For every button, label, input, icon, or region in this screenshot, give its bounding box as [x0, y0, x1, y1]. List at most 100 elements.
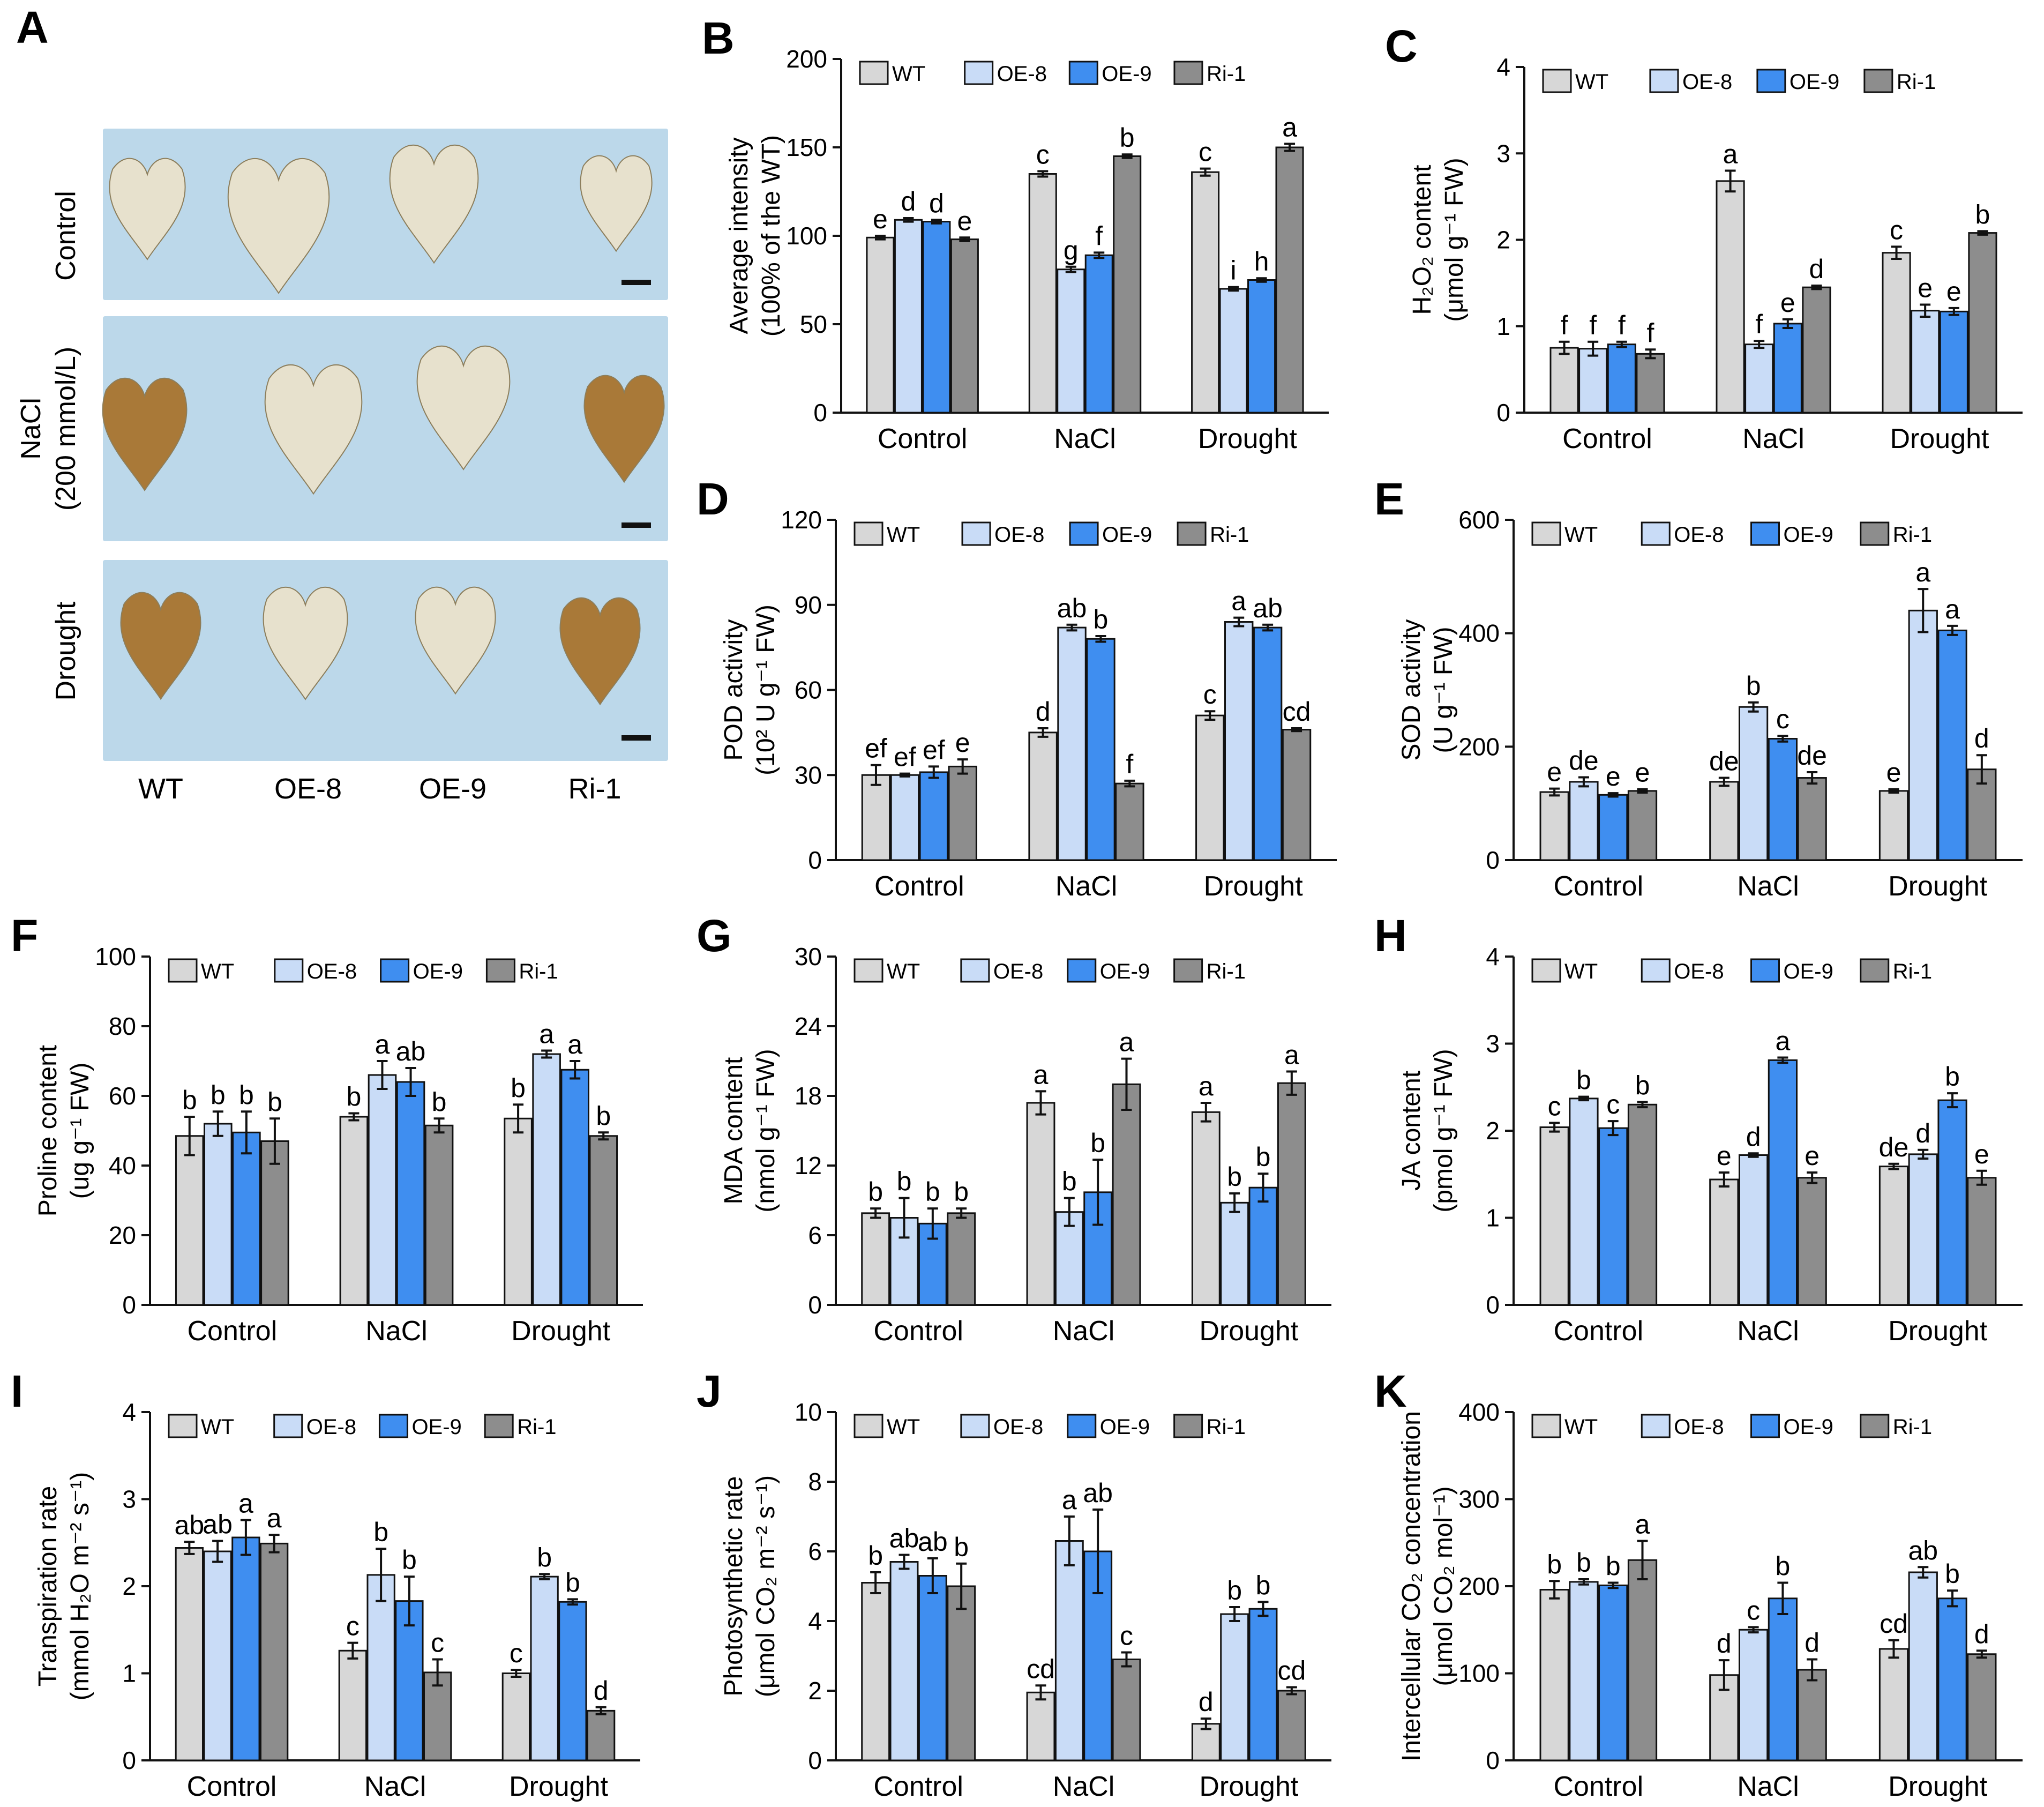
error-bar-oe-9-control: [931, 219, 942, 225]
leaf-control-oe9: [389, 144, 479, 264]
legend-swatch-wt: [1542, 69, 1572, 93]
panel-k-chart: K 0 100 200 300 400 Intercellular CO₂ concentr…: [1374, 1366, 2023, 1802]
legend-label-wt: WT: [887, 1415, 920, 1439]
significance-letter-oe-9-control: b: [1606, 1551, 1621, 1581]
significance-letter-oe-8-drought: b: [1227, 1162, 1242, 1192]
error-bar-wt-nacl: [348, 1112, 360, 1122]
error-bar-wt-nacl: [1035, 1090, 1046, 1116]
legend-swatch-oe-8: [964, 61, 994, 85]
error-bar-oe-8-control: [899, 772, 910, 778]
error-bar-oe-9-nacl: [403, 1575, 415, 1627]
error-bar-oe-9-control: [928, 765, 939, 779]
error-bar-oe-9-nacl: [1777, 1056, 1788, 1064]
legend-swatch-wt: [859, 61, 889, 85]
y-tick-label: 4: [122, 1398, 136, 1426]
error-bar-ri-1-nacl: [1807, 1171, 1818, 1184]
scale-bar-drought: [622, 735, 651, 741]
significance-letter-wt-drought: de: [1879, 1132, 1909, 1162]
error-bar-wt-drought: [1200, 167, 1211, 177]
bar-oe-8-control: [1569, 1581, 1599, 1761]
y-axis-unit-label: (μmol g⁻¹ FW): [1440, 158, 1469, 322]
significance-letter-oe-9-control: b: [239, 1080, 254, 1110]
legend-label-ri-1: Ri-1: [1207, 1415, 1246, 1439]
legend-label-ri-1: Ri-1: [1207, 62, 1246, 86]
significance-letter-oe-9-drought: a: [567, 1029, 582, 1059]
y-tick-label: 200: [1458, 733, 1500, 760]
significance-letter-oe-9-nacl: f: [1095, 221, 1103, 251]
significance-letter-oe-9-control: d: [929, 188, 944, 218]
error-bar-wt-control: [1549, 1580, 1560, 1600]
bar-oe-8-control: [203, 1550, 232, 1761]
bar-oe-9-nacl: [1086, 638, 1115, 861]
significance-letter-ri-1-nacl: c: [1120, 1621, 1133, 1651]
legend: WT OE-8 OE-9 Ri-1: [168, 958, 558, 983]
significance-letter-ri-1-nacl: de: [1797, 741, 1827, 771]
legend-label-oe-9: OE-9: [1102, 62, 1151, 86]
legend: WT OE-8 OE-9 Ri-1: [1531, 1414, 1932, 1439]
panel-f-chart: F 0 20 40 60 80 100 Proline content (ug g⁻¹ FW) C…: [11, 910, 643, 1347]
bar-wt-control: [1539, 1126, 1569, 1306]
significance-letter-wt-nacl: a: [1034, 1059, 1049, 1089]
error-bar-oe-9-control: [1607, 1120, 1619, 1137]
y-tick-label: 100: [786, 222, 827, 250]
bar-wt-control: [866, 236, 895, 414]
significance-letter-ri-1-drought: a: [1282, 112, 1297, 142]
bar-ri-1-control: [947, 1212, 976, 1306]
bar-ri-1-control: [1627, 790, 1658, 861]
leaf-drought-wt: [120, 592, 201, 700]
legend-label-oe-9: OE-9: [1790, 70, 1839, 94]
significance-letter-oe-9-drought: b: [1945, 1559, 1960, 1589]
error-bar-oe-8-drought: [1229, 1192, 1240, 1213]
significance-letter-wt-drought: e: [1886, 758, 1901, 788]
bar-wt-nacl: [1026, 1102, 1055, 1306]
bar-oe-8-drought: [1911, 310, 1940, 414]
significance-letter-oe-9-control: a: [238, 1489, 253, 1519]
significance-letter-oe-9-control: e: [1606, 761, 1621, 792]
error-bar-oe-9-nacl: [1092, 1509, 1104, 1594]
bar-wt-control: [1549, 347, 1579, 414]
significance-letter-wt-drought: c: [1199, 137, 1212, 167]
legend: WT OE-8 OE-9 Ri-1: [1531, 521, 1932, 547]
legend-swatch-oe-9: [380, 958, 410, 983]
legend-label-ri-1: Ri-1: [1210, 523, 1249, 547]
error-bar-oe-9-nacl: [1777, 735, 1788, 743]
error-bar-oe-8-nacl: [1748, 701, 1759, 713]
legend: WT OE-8 OE-9 Ri-1: [168, 1414, 557, 1439]
significance-letter-wt-control: b: [1547, 1549, 1562, 1579]
significance-letter-ri-1-control: f: [1646, 318, 1654, 348]
error-bar-oe-9-drought: [1257, 1601, 1269, 1617]
bar-ri-1-drought: [586, 1709, 616, 1761]
bar-oe-8-drought: [1224, 621, 1254, 861]
error-bar-ri-1-nacl: [1811, 284, 1822, 290]
significance-letter-oe-8-drought: b: [1227, 1575, 1242, 1606]
error-bar-wt-control: [870, 764, 881, 786]
bar-wt-drought: [1878, 1166, 1909, 1306]
bar-wt-drought: [1195, 714, 1225, 861]
bar-oe-8-nacl: [1744, 344, 1774, 414]
error-bar-oe-9-control: [1607, 792, 1619, 798]
error-bar-wt-nacl: [1037, 727, 1049, 738]
leaf-control-oe8: [227, 158, 330, 294]
legend-swatch-ri-1: [1177, 521, 1207, 546]
bar-oe-9-drought: [1253, 626, 1283, 861]
error-bar-wt-control: [1549, 787, 1560, 797]
significance-letter-wt-nacl: e: [1717, 1141, 1732, 1171]
y-tick-label: 30: [795, 943, 822, 970]
bar-oe-8-drought: [1219, 288, 1248, 414]
bar-oe-9-nacl: [1768, 1597, 1798, 1761]
error-bar-oe-9-drought: [567, 1598, 578, 1606]
leaf-control-ri1: [580, 155, 653, 252]
error-bar-oe-8-drought: [1918, 1148, 1929, 1160]
y-tick-label: 0: [808, 846, 822, 874]
leaf-drought-oe8: [263, 586, 348, 700]
significance-letter-ri-1-nacl: a: [1119, 1027, 1134, 1057]
error-bar-ri-1-drought: [595, 1706, 607, 1715]
bar-oe-8-nacl: [1054, 1211, 1084, 1306]
error-bar-oe-9-drought: [570, 1060, 581, 1080]
bar-ri-1-control: [260, 1140, 289, 1306]
error-bar-ri-1-drought: [1976, 754, 1987, 785]
error-bar-ri-1-nacl: [433, 1117, 445, 1134]
leaf-nacl-oe9: [416, 345, 511, 471]
